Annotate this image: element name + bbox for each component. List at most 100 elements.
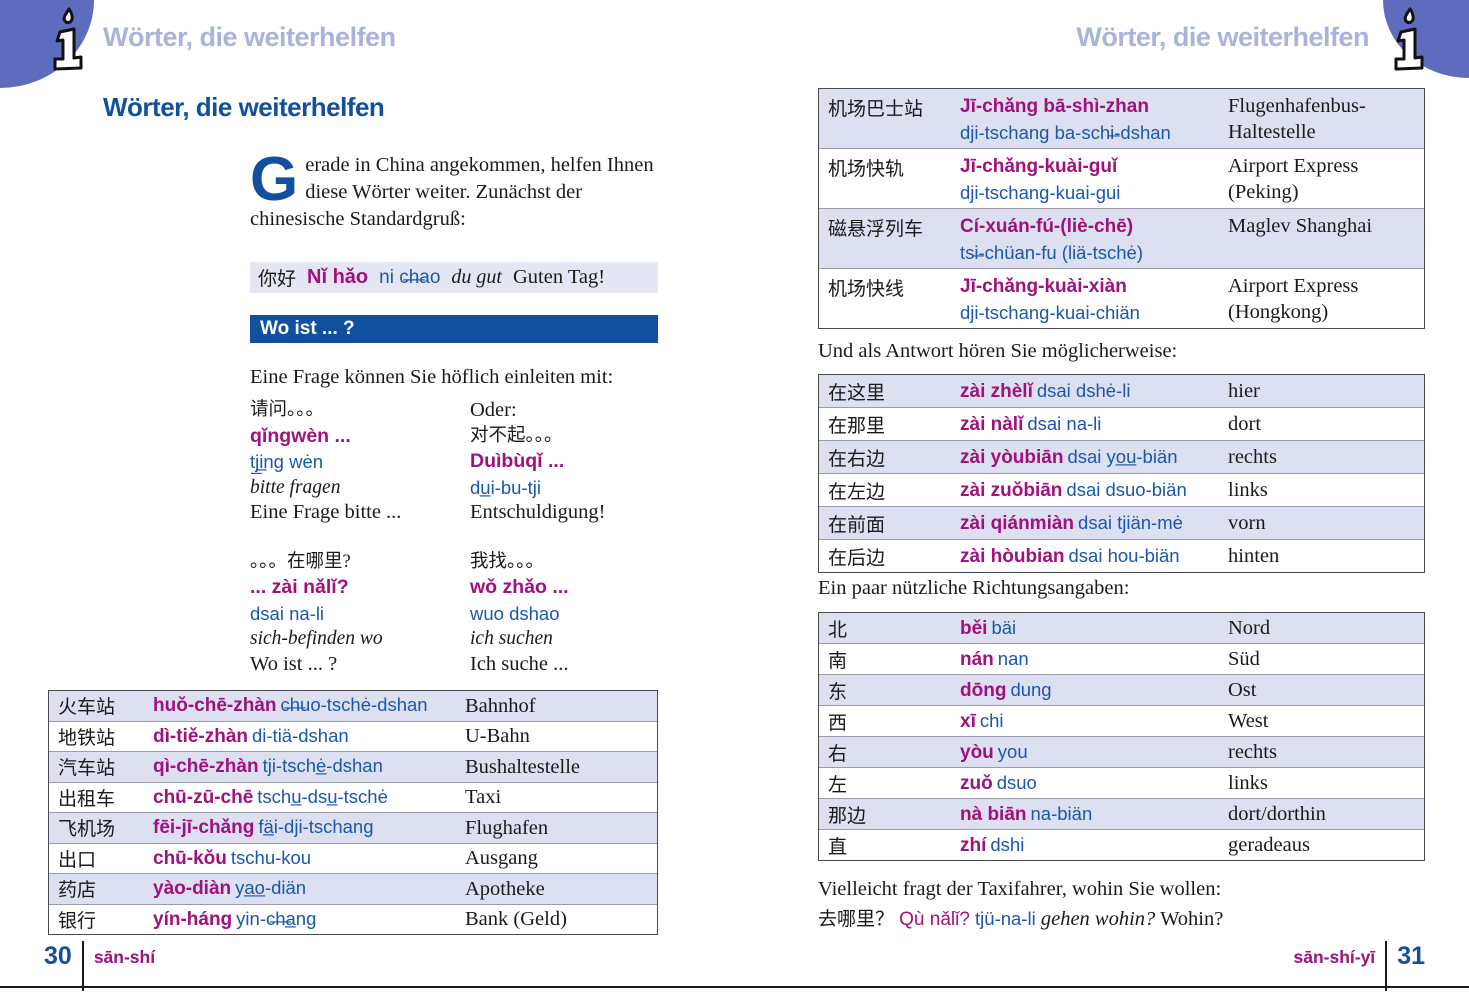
table-row: 出租车 chū-zū-chē tschu̲-dsu̲-tschė Taxi — [49, 781, 657, 813]
pronunciation-cell: zài nàlǐ dsai na-li — [960, 413, 1228, 436]
hanzi-cell: 飞机场 — [58, 819, 116, 841]
pron-text: dji-tschang ba-schi̶-dshan — [960, 122, 1171, 143]
answers-intro: Und als Antwort hören Sie möglicherweise… — [818, 340, 1178, 362]
pron-text: dsuo — [996, 771, 1037, 793]
pronunciation-cell: Jī-chǎng-kuài-guǐ dji-tschang-kuai-gui — [960, 149, 1228, 206]
pinyin-text: zài zhèlǐ — [960, 380, 1033, 402]
hanzi-cell: 火车站 — [58, 697, 116, 719]
german-cell: Ausgang — [465, 847, 538, 870]
phrase-pinyin: wǒ zhǎo ... — [470, 576, 569, 598]
pronunciation-cell: chū-kǒu tschu-kou — [153, 847, 465, 870]
taxi-pinyin: Qù nǎlǐ? — [899, 909, 970, 930]
pron-text: bäi — [991, 616, 1017, 638]
pron-text: dsai dsuo-biän — [1066, 478, 1187, 500]
page-number: 31 — [1397, 942, 1425, 970]
german-cell: West — [1228, 710, 1269, 732]
phrase-hanzi: 对不起。。。 — [470, 425, 563, 446]
table-row: 在右边 zài yòubiān dsai yo̲u̲-biän rechts — [819, 440, 1424, 473]
greeting-strip: 你好 Nǐ hǎo ni c̶h̶ao du gut Guten Tag! — [250, 262, 658, 293]
table-row: 药店 yào-diàn ya̲o̲-diän Apotheke — [49, 873, 657, 904]
german-cell: dort/dorthin — [1228, 803, 1326, 825]
table-row: 南 nán nan Süd — [819, 643, 1424, 674]
greeting-gloss: du gut — [451, 266, 502, 288]
german-cell: hinten — [1228, 545, 1280, 567]
pinyin-text: nà biān — [960, 803, 1027, 825]
german-cell: rechts — [1228, 446, 1277, 468]
pinyin-text: Jī-chǎng bā-shì-zhan — [960, 96, 1149, 117]
table-row: 磁悬浮列车 Cí-xuán-fú-(liè-chē) tsi̶-chüan-fu … — [819, 208, 1424, 268]
pinyin-text: chū-zū-chē — [153, 786, 254, 808]
pron-text: you — [997, 740, 1028, 762]
phrase-pronunciation: du̲i-bu-tji — [470, 476, 541, 498]
greeting-german: Guten Tag! — [512, 266, 606, 288]
directions-intro: Ein paar nützliche Richtungsangaben: — [818, 577, 1130, 599]
pinyin-text: zhí — [960, 834, 987, 856]
phrase-blocks: 请问。。。 qǐngwèn ... tj̲i̲ng wėn bitte frag… — [250, 398, 662, 677]
taxi-german: Wohin? — [1160, 908, 1224, 930]
hanzi-cell: 右 — [828, 743, 848, 765]
pinyin-text: zài yòubiān — [960, 446, 1064, 468]
german-cell: Ost — [1228, 679, 1257, 701]
pinyin-text: qì-chē-zhàn — [153, 756, 259, 778]
hanzi-cell: 地铁站 — [58, 727, 116, 749]
pronunciation-cell: dōng dung — [960, 679, 1228, 702]
german-cell: links — [1228, 479, 1268, 501]
pron-text: na-biän — [1030, 802, 1093, 824]
pinyin-text: yào-diàn — [153, 878, 232, 900]
phrase-block: Oder: 对不起。。。 Duìbùqǐ ... du̲i-bu-tji Ent… — [470, 398, 662, 526]
pron-text: c̶h̶uo-tschė-dshan — [280, 694, 428, 716]
pron-text: nan — [997, 647, 1029, 669]
pinyin-text: yín-háng — [153, 908, 233, 930]
german-cell: links — [1228, 772, 1268, 794]
pronunciation-cell: nán nan — [960, 648, 1228, 671]
hanzi-cell: 磁悬浮列车 — [828, 219, 924, 240]
pron-text: dshi — [990, 833, 1025, 855]
phrase-block: 我找。。。 wǒ zhǎo ... wuo dshao ich suchen I… — [470, 550, 662, 678]
pinyin-text: dì-tiě-zhàn — [153, 725, 248, 747]
pinyin-text: nán — [960, 648, 994, 670]
phrase-pre: Oder: — [470, 399, 517, 421]
table-row: 北 běi bäi Nord — [819, 613, 1424, 643]
german-cell: Airport Express (Peking) — [1228, 155, 1359, 203]
pronunciation-cell: dì-tiě-zhàn di-tiä-dshan — [153, 725, 465, 748]
table-row: 西 xī chi West — [819, 705, 1424, 736]
german-cell: hier — [1228, 380, 1260, 402]
phrase-pronunciation: wuo dshao — [470, 602, 560, 624]
airport-transport-table: 机场巴士站 Jī-chǎng bā-shì-zhan dji-tschang ba… — [818, 88, 1425, 329]
footer-divider — [81, 941, 84, 991]
phrase-gloss: ich suchen — [470, 628, 553, 649]
pinyin-text: Jī-chǎng-kuài-guǐ — [960, 156, 1118, 177]
pinyin-text: Jī-chǎng-kuài-xiàn — [960, 276, 1127, 297]
pron-text: dsai tjiän-mė — [1078, 511, 1183, 533]
bottom-rule — [0, 986, 1469, 988]
german-cell: Nord — [1228, 617, 1271, 639]
table-row: 在左边 zài zuǒbiān dsai dsuo-biän links — [819, 473, 1424, 506]
hanzi-cell: 在右边 — [828, 448, 886, 470]
running-head-right: Wörter, die weiterhelfen — [1076, 22, 1369, 52]
table-row: 火车站 huǒ-chē-zhàn c̶h̶uo-tschė-dshan Bahn… — [49, 691, 657, 721]
taxi-line2: 去哪里？ Qù nǎlǐ? tjü-na-li gehen wohin? Woh… — [818, 904, 1438, 935]
pronunciation-cell: zài zhèlǐ dsai dshė-li — [960, 380, 1228, 403]
hanzi-cell: 在左边 — [828, 481, 886, 503]
taxi-pronunciation: tjü-na-li — [975, 908, 1036, 929]
pron-text: fä̲i-dji-tschang — [258, 816, 374, 838]
pron-text: dsai yo̲u̲-biän — [1067, 445, 1178, 467]
pronunciation-cell: běi bäi — [960, 617, 1228, 640]
phrase-hanzi: 。。。在哪里? — [250, 551, 351, 572]
pinyin-text: zài hòubian — [960, 545, 1065, 567]
pron-text: di-tiä-dshan — [252, 724, 349, 746]
table-row: 飞机场 fēi-jī-chǎng fä̲i-dji-tschang Flugha… — [49, 812, 657, 843]
german-cell: Maglev Shanghai — [1228, 215, 1373, 237]
lead-in-text: Eine Frage können Sie höflich einleiten … — [250, 366, 614, 388]
pronunciation-cell: yào-diàn ya̲o̲-diän — [153, 877, 465, 900]
pronunciation-cell: chū-zū-chē tschu̲-dsu̲-tschė — [153, 786, 465, 809]
german-cell: Süd — [1228, 648, 1260, 670]
table-row: 在那里 zài nàlǐ dsai na-li dort — [819, 407, 1424, 440]
pinyin-text: dōng — [960, 679, 1007, 701]
places-vocabulary-table: 火车站 huǒ-chē-zhàn c̶h̶uo-tschė-dshan Bahn… — [48, 690, 658, 935]
german-cell: Flugenhafenbus- Haltestelle — [1228, 95, 1366, 143]
hanzi-cell: 那边 — [828, 805, 867, 827]
pronunciation-cell: qì-chē-zhàn tji-tschė̲-dshan — [153, 755, 465, 778]
hanzi-cell: 直 — [828, 836, 848, 858]
